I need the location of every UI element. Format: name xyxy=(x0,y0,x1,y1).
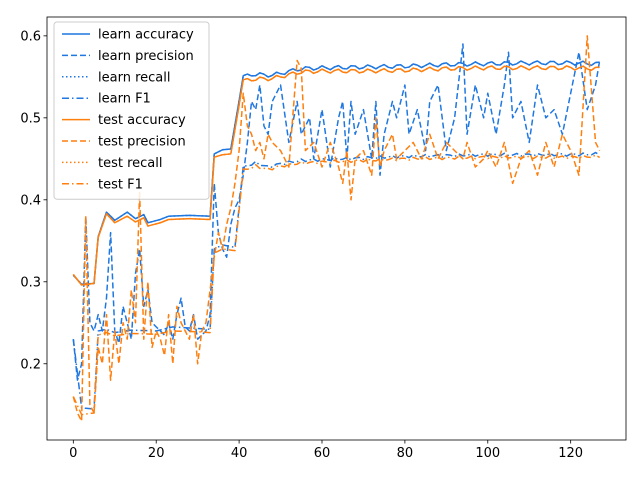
x-tick-label: 0 xyxy=(69,446,77,461)
series-line-test-recall xyxy=(72,65,600,286)
series-line-learn-precision xyxy=(72,43,601,381)
x-tick-label: 60 xyxy=(314,446,331,461)
legend-label-test-f1: test F1 xyxy=(98,177,143,192)
x-tick-label: 40 xyxy=(231,446,248,461)
legend-label-test-accuracy: test accuracy xyxy=(98,113,186,128)
legend: learn accuracy learn precision learn recal… xyxy=(53,21,210,200)
axes-frame xyxy=(46,16,627,441)
legend-label-test-recall: test recall xyxy=(98,156,163,171)
y-tick-label: 0.3 xyxy=(20,275,41,290)
x-tick-label: 100 xyxy=(475,446,500,461)
series-line-test-f1 xyxy=(72,154,601,416)
x-tick-label: 20 xyxy=(148,446,165,461)
y-tick-label: 0.4 xyxy=(20,193,41,208)
legend-label-learn-f1: learn F1 xyxy=(98,92,151,107)
legend-label-learn-precision: learn precision xyxy=(98,49,194,64)
legend-box xyxy=(53,21,210,200)
y-tick-label: 0.6 xyxy=(20,29,41,44)
y-tick-label: 0.2 xyxy=(20,357,41,372)
x-tick-label: 120 xyxy=(558,446,583,461)
legend-label-learn-accuracy: learn accuracy xyxy=(98,28,194,43)
legend-label-test-precision: test precision xyxy=(98,135,186,150)
series-line-learn-recall xyxy=(72,60,600,285)
y-tick-label: 0.5 xyxy=(20,111,41,126)
legend-label-learn-recall: learn recall xyxy=(98,70,170,85)
x-tick-label: 80 xyxy=(397,446,414,461)
axes: 0 20 40 60 80 100 120 0.2 0.3 0.4 0.5 0.6 xyxy=(20,16,627,461)
